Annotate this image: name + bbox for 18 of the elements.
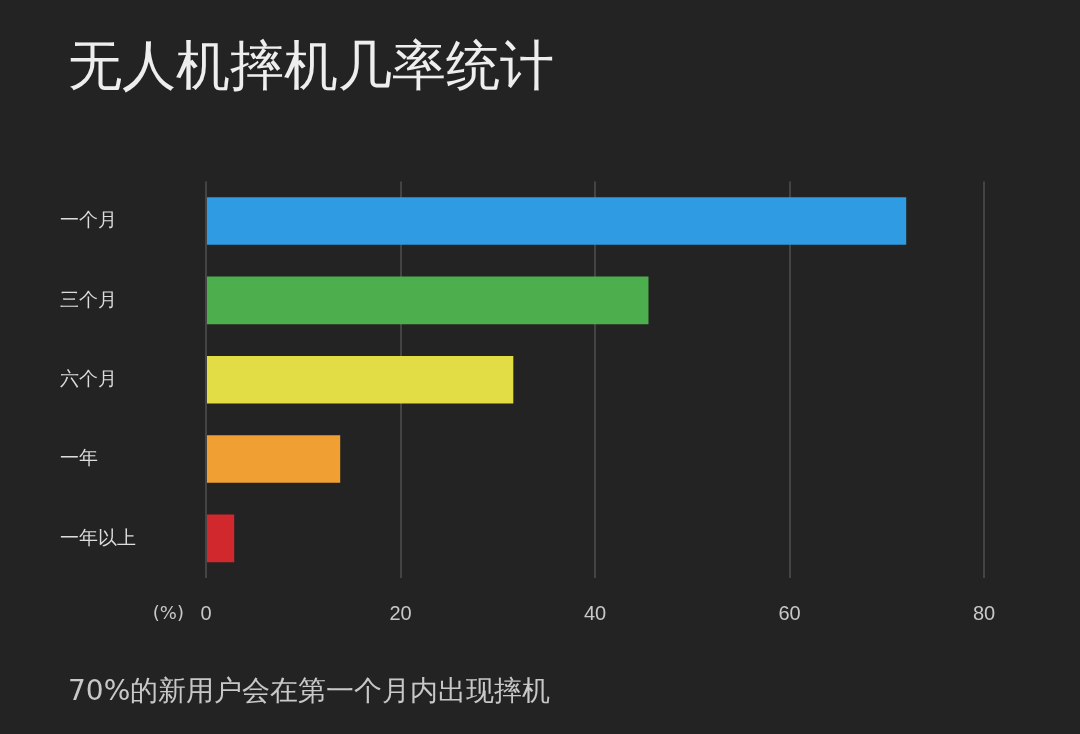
bar — [207, 435, 341, 483]
y-tick-label: 一年以上 — [60, 526, 136, 548]
y-tick-label: 三个月 — [60, 288, 117, 310]
bar — [207, 197, 907, 245]
x-tick-label: 80 — [972, 601, 996, 624]
x-tick-label: 20 — [389, 601, 412, 624]
bar — [207, 514, 235, 563]
x-tick-label: 60 — [778, 601, 801, 624]
x-tick-label: 0 — [200, 601, 212, 624]
bar — [207, 276, 649, 325]
bar — [207, 355, 514, 404]
x-tick-label: 40 — [583, 601, 607, 624]
x-axis-title: (%) — [152, 601, 184, 623]
y-tick-label: 一个月 — [60, 209, 117, 231]
chart-title: 无人机摔机几率统计 — [68, 33, 554, 99]
y-tick-label: 六个月 — [60, 367, 117, 389]
y-tick-label: 一年 — [60, 447, 98, 469]
text: 70%的新用户会在第一个月内出现摔机 — [68, 673, 551, 709]
